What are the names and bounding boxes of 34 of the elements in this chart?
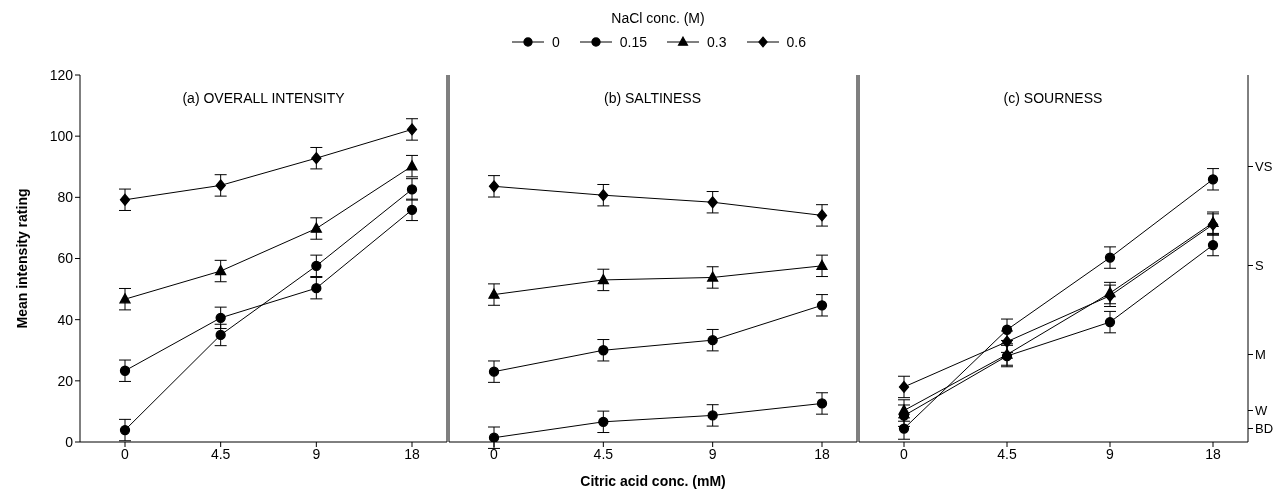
x-tick-label: 9 (708, 445, 717, 462)
text: VS (1255, 159, 1273, 175)
legend-label: 0.15 (619, 34, 648, 50)
text: (c) SOURNESS (1002, 90, 1104, 106)
x-tick-label: 0 (900, 445, 909, 462)
x-axis-title: Citric acid conc. (mM) (580, 473, 726, 489)
text: (b) SALTINESS (603, 90, 702, 106)
text: BD (1255, 420, 1274, 436)
y-tick-label: 120 (49, 66, 74, 83)
legend-label: 0.3 (707, 34, 727, 50)
x-tick-label: 4.5 (997, 445, 1017, 462)
text: M (1255, 347, 1266, 363)
y-tick-label: 60 (57, 250, 74, 267)
x-tick-label: 0 (121, 445, 130, 462)
x-tick-label: 9 (312, 445, 321, 462)
x-tick-label: 18 (814, 445, 830, 462)
y-tick-label: 100 (49, 128, 74, 145)
x-tick-label: 9 (1106, 445, 1115, 462)
text: W (1255, 403, 1268, 419)
y-tick-label: 40 (57, 311, 74, 328)
y-tick-label: 80 (57, 189, 74, 206)
y-tick-label: 20 (57, 372, 74, 389)
y-axis-title: Mean intensity rating (13, 188, 30, 329)
text: S (1255, 258, 1264, 274)
y-tick-label: 0 (65, 433, 74, 450)
x-tick-label: 4.5 (593, 445, 614, 462)
x-tick-label: 0 (490, 445, 499, 462)
x-tick-label: 18 (404, 445, 420, 462)
legend-label: 0.6 (786, 34, 806, 50)
legend-title: NaCl conc. (M) (610, 10, 706, 26)
text: (a) OVERALL INTENSITY (181, 90, 346, 106)
x-tick-label: 4.5 (210, 445, 231, 462)
legend-label: 0 (552, 34, 560, 50)
x-tick-label: 18 (1205, 445, 1221, 462)
